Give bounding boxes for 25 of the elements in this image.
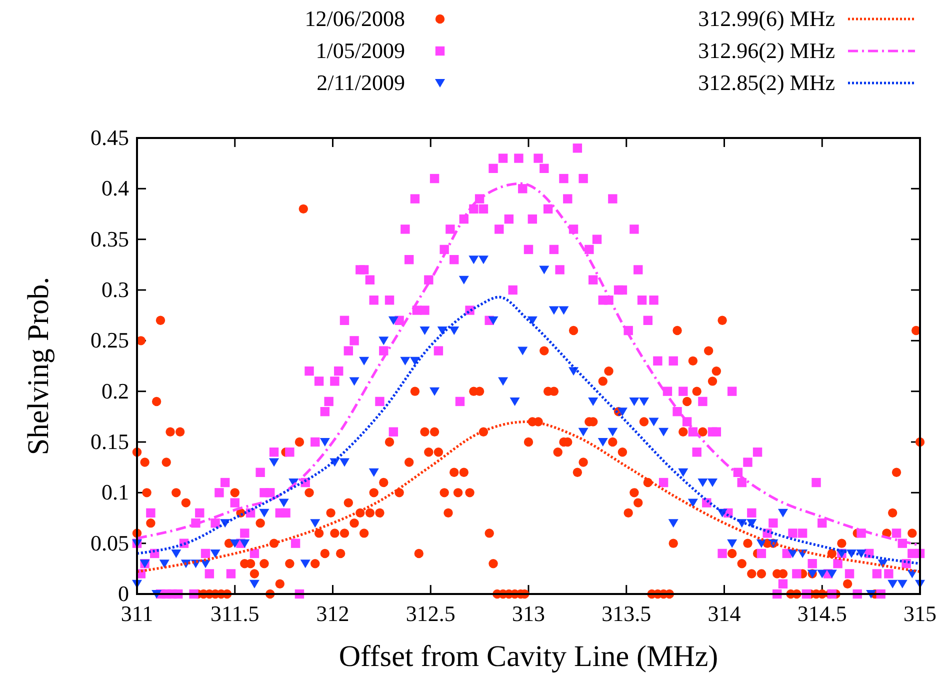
y-tick-label: 0.3 [102,277,129,302]
y-tick-label: 0.25 [90,328,129,353]
legend-label: 2/11/2009 [316,70,405,95]
y-axis-title: Shelving Prob. [22,276,55,456]
legend-label: 312.96(2) MHz [698,38,836,63]
y-tick-label: 0.05 [90,530,129,556]
legend-label: 1/05/2009 [316,38,405,63]
legend-label: 12/06/2008 [304,6,405,31]
y-tick-label: 0.4 [102,176,129,201]
y-tick-label: 0.2 [102,378,129,404]
legend-label: 312.99(6) MHz [698,6,836,31]
y-tick-label: 0.45 [90,125,129,150]
x-tick-label: 313 [512,601,545,626]
x-tick-label: 313.5 [602,601,652,626]
x-tick-label: 315 [904,601,936,626]
x-tick-label: 312.5 [406,601,456,626]
y-tick-label: 0.35 [90,226,129,252]
x-tick-label: 311.5 [210,601,260,626]
x-tick-label: 314.5 [797,601,847,626]
x-tick-label: 314 [708,601,741,626]
x-axis-title: Offset from Cavity Line (MHz) [338,640,718,673]
y-tick-label: 0.15 [90,429,129,454]
legend-label: 312.85(2) MHz [698,70,836,95]
y-tick-label: 0.1 [102,480,129,505]
x-tick-label: 312 [316,601,350,626]
